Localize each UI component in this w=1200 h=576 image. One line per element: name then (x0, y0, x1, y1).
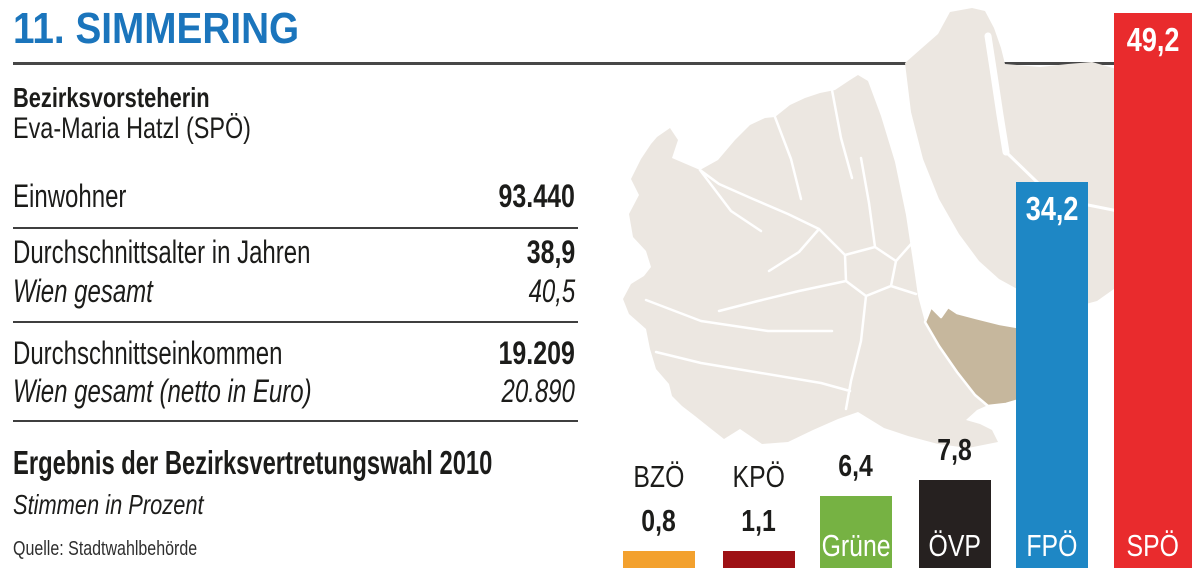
bar-value-oevp: 7,8 (937, 432, 973, 467)
stat-label-einwohner: Einwohner (13, 178, 127, 214)
bar-group-spoe: 49,2 SPÖ (1114, 13, 1192, 568)
bar-bzoe (623, 551, 695, 568)
bar-label-fpoe: FPÖ (1026, 528, 1078, 563)
bar-group-kpoe: KPÖ 1,1 (723, 459, 795, 568)
bar-group-oevp: 7,8 ÖVP (919, 432, 991, 568)
bar-oevp: ÖVP (919, 480, 991, 568)
bar-value-spoe: 49,2 (1126, 21, 1180, 58)
stat-value-alter: 38,9 (526, 234, 575, 270)
top-divider-line (13, 62, 1114, 65)
stat-compare-value-alter: 40,5 (528, 273, 575, 309)
bar-label-bzoe: BZÖ (633, 459, 685, 494)
bar-gruene: Grüne (820, 496, 892, 568)
stat-compare-value-einkommen: 20.890 (501, 373, 575, 409)
stat-compare-label-alter: Wien gesamt (13, 273, 153, 309)
district-head-name: Eva-Maria Hatzl (SPÖ) (13, 112, 251, 145)
bar-label-oevp: ÖVP (928, 528, 982, 563)
stat-divider-1 (13, 227, 578, 229)
stat-compare-label-einkommen: Wien gesamt (netto in Euro) (13, 373, 312, 409)
bar-group-gruene: 6,4 Grüne (820, 448, 892, 568)
bar-label-spoe: SPÖ (1126, 528, 1180, 563)
bar-label-kpoe: KPÖ (732, 459, 786, 494)
stat-divider-2 (13, 321, 578, 323)
map-old-danube (984, 32, 1010, 156)
bar-value-gruene: 6,4 (838, 448, 874, 483)
bar-group-bzoe: BZÖ 0,8 (623, 459, 695, 568)
bar-label-gruene: Grüne (821, 528, 891, 563)
election-heading: Ergebnis der Bezirksvertretungswahl 2010 (13, 444, 493, 481)
bar-kpoe (723, 551, 795, 568)
election-subheading: Stimmen in Prozent (13, 489, 204, 520)
page-title: 11. SIMMERING (13, 4, 300, 53)
map-district-borders (644, 88, 918, 411)
bar-group-fpoe: 34,2 FPÖ (1016, 182, 1088, 568)
stat-label-einkommen: Durchschnittseinkommen (13, 335, 283, 371)
stat-label-alter: Durchschnittsalter in Jahren (13, 234, 311, 270)
stat-value-einkommen: 19.209 (498, 335, 575, 371)
bar-fpoe: 34,2 FPÖ (1016, 182, 1088, 568)
map-city-body (623, 75, 998, 448)
bar-value-fpoe: 34,2 (1025, 190, 1079, 227)
bar-value-kpoe: 1,1 (741, 503, 777, 538)
stat-value-einwohner: 93.440 (498, 178, 575, 214)
stat-divider-3 (13, 420, 578, 422)
source-note: Quelle: Stadtwahlbehörde (13, 538, 198, 560)
map-transdanubia (905, 8, 1169, 308)
role-label: Bezirksvorsteherin (13, 82, 210, 113)
bar-spoe: 49,2 SPÖ (1114, 13, 1192, 568)
bar-value-bzoe: 0,8 (641, 503, 677, 538)
